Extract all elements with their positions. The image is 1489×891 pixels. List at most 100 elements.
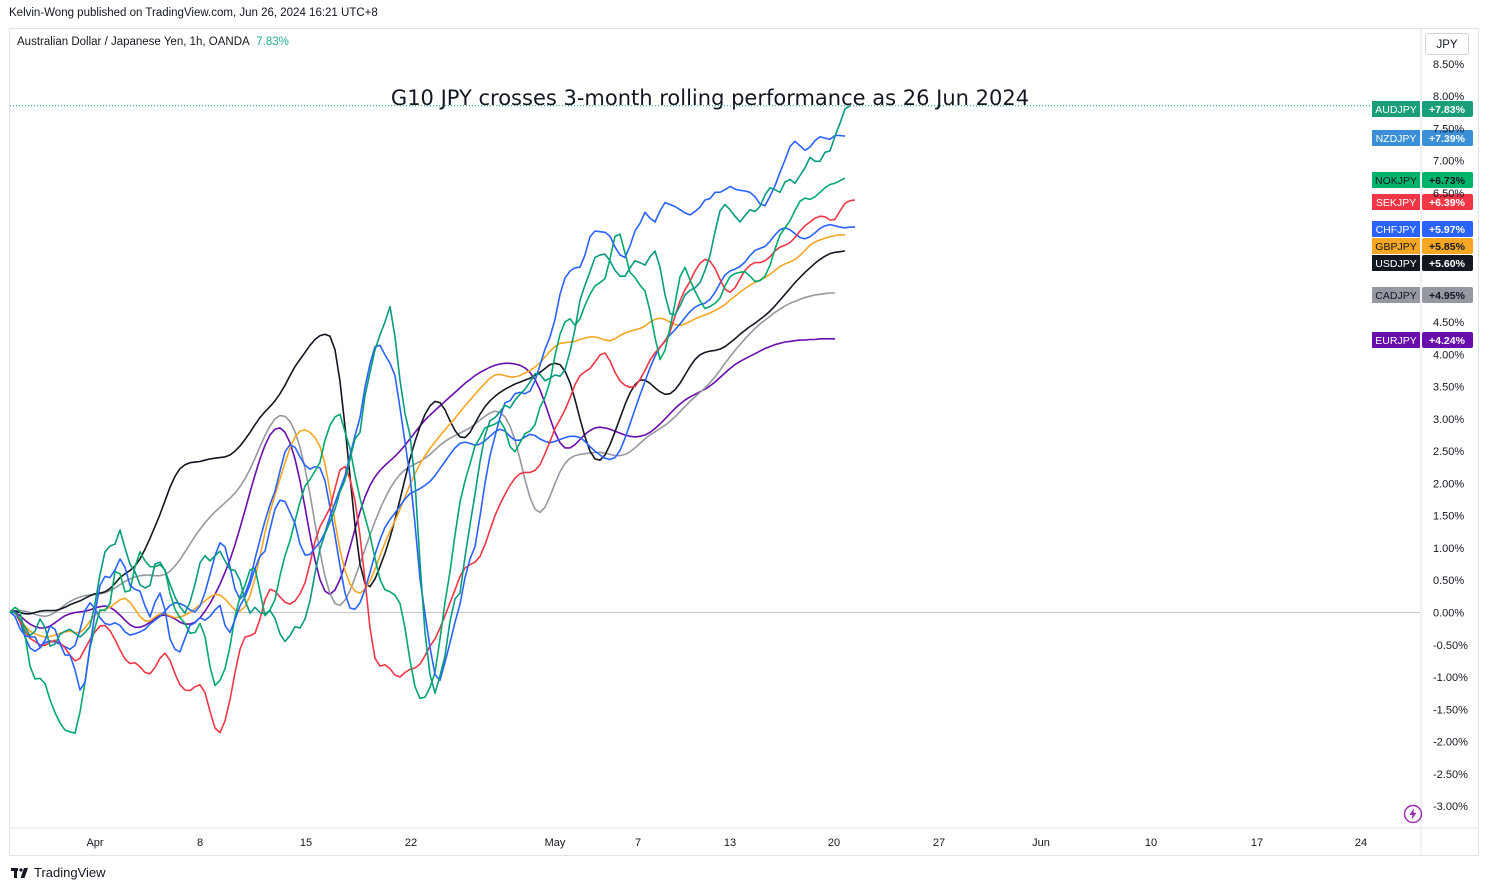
y-tick-label: 3.00% (1433, 414, 1464, 426)
series-badge-eurjpy: EURJPY +4.24% (1372, 332, 1473, 348)
series-value-label: +5.60% (1429, 258, 1466, 270)
x-tick-label: May (545, 837, 566, 849)
y-tick-label: 0.00% (1433, 608, 1464, 620)
series-name-badge (1372, 287, 1420, 303)
series-name-badge (1372, 221, 1420, 237)
series-line-usdjpy (9, 250, 846, 615)
y-tick-label: 8.00% (1433, 91, 1464, 103)
series-value-badge (1422, 221, 1473, 237)
series-value-label: +4.24% (1429, 335, 1466, 347)
series-name-label: CADJPY (1375, 290, 1416, 302)
series-line-nzdjpy (9, 134, 846, 691)
series-name-label: CHFJPY (1376, 224, 1417, 236)
instrument-value: 7.83% (256, 36, 289, 48)
y-tick-label: 2.50% (1433, 446, 1464, 458)
series-name-badge (1372, 194, 1420, 210)
series-layer (9, 105, 856, 735)
series-badge-usdjpy: USDJPY +5.60% (1372, 255, 1473, 271)
y-tick-label: 4.00% (1433, 349, 1464, 361)
x-tick-label: 27 (933, 837, 945, 849)
series-name-label: NZDJPY (1376, 133, 1417, 145)
instrument-legend[interactable]: Australian Dollar / Japanese Yen, 1h, OA… (17, 36, 289, 48)
series-badge-nzdjpy: NZDJPY +7.39% (1372, 130, 1473, 146)
series-value-label: +5.97% (1429, 224, 1466, 236)
series-name-badge (1372, 101, 1420, 117)
y-tick-label: 8.50% (1433, 59, 1464, 71)
series-value-label: +7.39% (1429, 133, 1466, 145)
y-tick-label: 7.00% (1433, 156, 1464, 168)
series-badge-audjpy: AUDJPY +7.83% (1372, 101, 1473, 117)
y-tick-label: 1.00% (1433, 543, 1464, 555)
series-value-badge (1422, 238, 1473, 254)
series-line-sekjpy (9, 199, 856, 734)
series-badge-chfjpy: CHFJPY +5.97% (1372, 221, 1473, 237)
series-name-label: AUDJPY (1375, 104, 1416, 116)
series-value-badge (1422, 194, 1473, 210)
series-badge-cadjpy: CADJPY +4.95% (1372, 287, 1473, 303)
x-tick-label: 13 (724, 837, 736, 849)
x-tick-label: 20 (828, 837, 840, 849)
axis-layer: 8.50% 8.00% 7.50% 7.00% 6.50% 4.50% 4.00% 3.50%… (10, 29, 1478, 855)
series-name-badge (1372, 255, 1420, 271)
series-value-badge (1422, 287, 1473, 303)
y-tick-label: 4.50% (1433, 317, 1464, 329)
tradingview-logo-icon (11, 867, 28, 878)
x-tick-label: 17 (1251, 837, 1263, 849)
series-value-label: +6.73% (1429, 175, 1466, 187)
series-line-chfjpy (10, 223, 855, 653)
series-line-audjpy (9, 105, 851, 695)
series-line-nokjpy (9, 177, 846, 735)
y-tick-label: -2.00% (1433, 737, 1468, 749)
series-badge-gbpjpy: GBPJPY +5.85% (1372, 238, 1473, 254)
currency-selector[interactable]: JPY (1425, 33, 1469, 55)
instrument-name: Australian Dollar / Japanese Yen, 1h, OA… (17, 36, 250, 48)
series-line-gbpjpy (9, 234, 845, 638)
series-name-label: EURJPY (1375, 335, 1416, 347)
x-tick-label: Apr (86, 837, 103, 849)
lightning-icon[interactable] (1403, 804, 1423, 824)
publisher-info: Kelvin-Wong published on TradingView.com… (9, 7, 378, 19)
series-value-label: +7.83% (1429, 104, 1466, 116)
x-tick-label: 24 (1355, 837, 1367, 849)
series-value-label: +4.95% (1429, 290, 1466, 302)
series-value-label: +6.39% (1429, 197, 1466, 209)
grid-layer (10, 105, 1420, 613)
y-tick-label: 7.50% (1433, 123, 1464, 135)
series-value-badge (1422, 332, 1473, 348)
series-value-badge (1422, 172, 1473, 188)
x-tick-label: 22 (405, 837, 417, 849)
x-tick-label: 7 (635, 837, 641, 849)
series-name-badge (1372, 332, 1420, 348)
series-name-label: SEKJPY (1376, 197, 1416, 209)
series-line-eurjpy (9, 337, 835, 629)
series-value-badge (1422, 255, 1473, 271)
y-tick-label: 0.50% (1433, 575, 1464, 587)
series-badge-nokjpy: NOKJPY +6.73% (1372, 172, 1473, 188)
y-tick-label: 2.00% (1433, 478, 1464, 490)
series-name-label: USDJPY (1375, 258, 1416, 270)
series-value-label: +5.85% (1429, 241, 1466, 253)
x-tick-label: 8 (197, 837, 203, 849)
series-value-badge (1422, 130, 1473, 146)
x-tick-label: Jun (1032, 837, 1050, 849)
brand-name: TradingView (34, 865, 106, 880)
label-layer: AUDJPY +7.83% NZDJPY +7.39% NOKJPY +6.73% SEKJ… (1372, 101, 1473, 348)
series-value-badge (1422, 101, 1473, 117)
y-tick-label: -1.00% (1433, 672, 1468, 684)
x-tick-label: 15 (300, 837, 312, 849)
y-tick-label: 3.50% (1433, 382, 1464, 394)
series-badge-sekjpy: SEKJPY +6.39% (1372, 194, 1473, 210)
tradingview-brand[interactable]: TradingView (11, 865, 106, 880)
series-name-badge (1372, 130, 1420, 146)
chart-frame (9, 28, 1479, 856)
series-name-label: GBPJPY (1375, 241, 1416, 253)
y-tick-label: -3.00% (1433, 801, 1468, 813)
series-name-label: NOKJPY (1375, 175, 1417, 187)
y-tick-label: -2.50% (1433, 769, 1468, 781)
y-tick-label: 6.50% (1433, 188, 1464, 200)
y-tick-label: 1.50% (1433, 511, 1464, 523)
y-tick-label: -1.50% (1433, 704, 1468, 716)
series-name-badge (1372, 172, 1420, 188)
y-tick-label: -0.50% (1433, 640, 1468, 652)
